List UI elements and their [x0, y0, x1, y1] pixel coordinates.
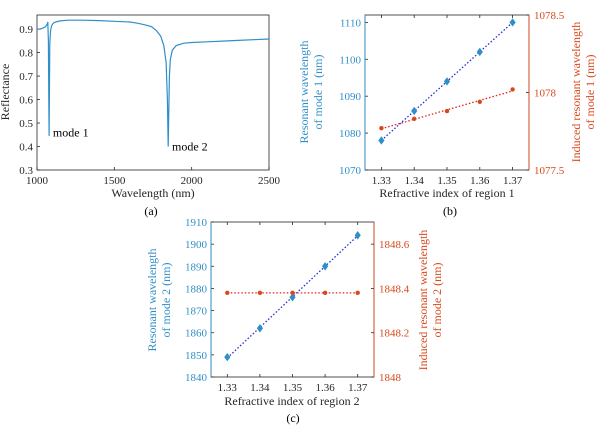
panel-a-y-tick-label: 0.3 [19, 165, 33, 177]
panel-b-x-tick-label: 1.36 [470, 175, 490, 187]
panel-c-y-axis-label-line-1: Resonant wavelength [145, 249, 159, 352]
panel-c-region-2-chart: 1.33 1.34 1.35 1.36 1.37 1840 1850 1860 1870 1880… [145, 217, 444, 425]
panel-c-x-axis-label: Refractive index of region 2 [224, 394, 359, 408]
panel-b-plot-frame [364, 14, 530, 171]
panel-c-right-y-tick-label: 1848.6 [379, 239, 410, 251]
panel-c-right-y-tick-label: 1848.2 [379, 328, 409, 340]
panel-a-plot-frame [36, 14, 270, 171]
panel-b-x-tick-label: 1.34 [405, 175, 425, 187]
panel-b-y-tick-label: 1100 [339, 54, 361, 66]
panel-a-y-tick-label: 0.9 [19, 24, 33, 36]
panel-c-x-tick-label: 1.36 [315, 382, 335, 394]
panel-c-data-point-left [224, 352, 231, 362]
panel-c-data-point-right [225, 290, 230, 296]
panel-c-x-tick-label: 1.37 [348, 382, 368, 394]
panel-b-data-point-right [412, 116, 417, 122]
panel-a-annotation-mode-2: mode 2 [172, 140, 208, 154]
panel-c-y-tick-label: 1840 [185, 372, 208, 384]
panel-b-data-point-left [509, 18, 516, 27]
panel-a-x-axis-label: Wavelength (nm) [111, 186, 194, 200]
panel-a-y-tick-label: 0.6 [19, 95, 33, 107]
panel-c-right-axis-label-line-2: of mode 2 (nm) [430, 263, 444, 338]
panel-b-caption: (b) [443, 204, 457, 218]
panel-a-caption: (a) [144, 204, 157, 218]
panel-c-x-tick-label: 1.34 [250, 382, 270, 394]
panel-b-data-point-left [378, 136, 385, 145]
panel-c-caption: (c) [286, 411, 299, 425]
panel-c-x-tick-label: 1.33 [218, 382, 238, 394]
panel-a-annotation-mode-1: mode 1 [53, 125, 89, 139]
panel-b-x-tick-label: 1.35 [437, 175, 457, 187]
panel-b-data-point-left [476, 47, 483, 57]
panel-c-y-tick-label: 1870 [185, 306, 208, 318]
panel-b-y-axis-label-line-1: Resonant wavelength [297, 41, 311, 144]
panel-a-x-tick-label: 1500 [103, 175, 126, 187]
panel-b-data-point-left [443, 77, 451, 86]
panel-c-x-tick-label: 1.35 [283, 382, 303, 394]
panel-a-y-tick-label: 0.8 [19, 48, 33, 60]
panel-b-right-y-tick-label: 1077.5 [534, 165, 565, 177]
panel-a-y-tick-label: 0.7 [19, 71, 33, 83]
panel-b-x-tick-label: 1.37 [503, 175, 523, 187]
panel-c-data-point-right [355, 290, 360, 296]
panel-c-y-tick-label: 1900 [185, 239, 208, 251]
panel-b-right-axis-label-line-2: of mode 1 (nm) [583, 55, 597, 130]
panel-b-data-point-left [411, 106, 418, 116]
panel-a-x-tick-label: 2500 [258, 175, 281, 187]
panel-a-y-tick-label: 0.4 [19, 142, 33, 154]
panel-b-data-point-right [379, 125, 384, 131]
panel-c-y-tick-label: 1850 [185, 350, 208, 362]
panel-b-x-axis-label: Refractive index of region 1 [379, 186, 514, 200]
panel-c-y-tick-label: 1880 [185, 283, 208, 295]
panel-a-y-axis-label: Reflectance [0, 64, 12, 121]
panel-b-right-y-tick-label: 1078.5 [534, 10, 565, 22]
panel-c-y-tick-label: 1910 [185, 217, 208, 229]
panel-a-y-tick-label: 0.5 [19, 118, 33, 130]
panel-b-data-point-right [477, 99, 482, 105]
panel-b-right-y-tick-label: 1078 [534, 88, 557, 100]
panel-c-data-point-right [322, 290, 328, 296]
panel-b-region-1-chart: 1.33 1.34 1.35 1.36 1.37 1070 1080 1090 1100 1110… [297, 10, 597, 218]
panel-c-data-point-right [257, 290, 263, 296]
panel-a-reflectance-chart: 1000 1500 2000 2500 0.3 0.4 0.5 0.6 0.7 0.8 0.9 mo… [0, 14, 281, 218]
panel-c-y-axis-label-line-2: of mode 2 (nm) [159, 263, 173, 338]
panel-c-right-y-tick-label: 1848.4 [379, 283, 410, 295]
panel-b-y-tick-label: 1110 [340, 17, 362, 29]
panel-a-reflectance-series [37, 19, 270, 147]
panel-c-y-tick-label: 1860 [185, 328, 208, 340]
panel-a-x-tick-label: 2000 [181, 175, 204, 187]
panel-c-right-axis-label-line-1: Induced resonant wavelength [416, 230, 430, 371]
panel-a-x-tick-label: 1000 [26, 175, 49, 187]
panel-b-y-tick-label: 1080 [339, 128, 362, 140]
panel-c-data-point-right [290, 290, 295, 296]
panel-c-data-point-left [256, 324, 263, 333]
panel-c-y-tick-label: 1890 [185, 261, 208, 273]
panel-c-right-y-tick-label: 1848 [379, 372, 402, 384]
panel-b-x-tick-label: 1.33 [372, 175, 392, 187]
panel-c-data-point-left [289, 293, 296, 302]
panel-b-right-axis-label-line-1: Induced resonant wavelength [569, 22, 583, 163]
panel-c-data-point-left [322, 262, 329, 271]
panel-b-y-tick-label: 1090 [339, 91, 362, 103]
panel-b-data-point-right [444, 108, 450, 114]
panel-b-y-tick-label: 1070 [339, 165, 362, 177]
panel-b-data-point-right [510, 87, 515, 92]
panel-c-data-point-left [354, 231, 361, 240]
panel-b-y-axis-label-line-2: of mode 1 (nm) [311, 55, 325, 130]
